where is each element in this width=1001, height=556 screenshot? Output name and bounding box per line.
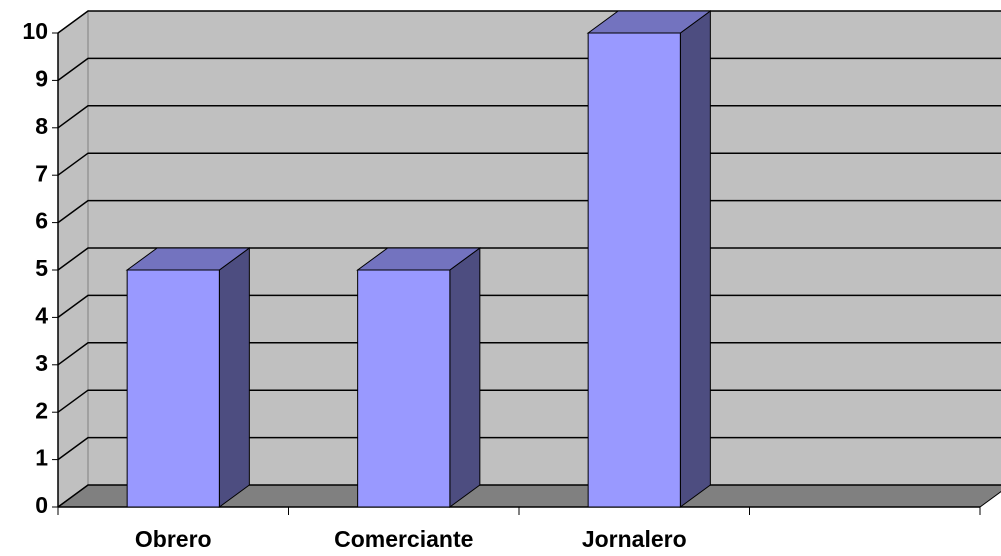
y-tick-label: 10 (22, 18, 48, 44)
y-tick-label: 2 (35, 397, 48, 423)
bar (357, 269, 451, 508)
y-tick-label: 0 (35, 492, 48, 518)
y-tick-label: 3 (35, 350, 48, 376)
bar (587, 32, 681, 508)
y-tick-label: 5 (35, 255, 48, 281)
x-tick-label: Jornalero (582, 526, 687, 552)
bar-side (449, 247, 481, 508)
y-tick-label: 9 (35, 65, 48, 91)
bar (126, 269, 220, 508)
x-tick-label: Comerciante (334, 526, 473, 552)
y-tick-label: 7 (35, 160, 48, 186)
bar-side (218, 247, 250, 508)
y-tick-label: 4 (35, 302, 48, 328)
bar-side (679, 10, 711, 508)
y-tick-label: 1 (35, 445, 48, 471)
y-tick-label: 8 (35, 113, 48, 139)
y-tick-label: 6 (35, 208, 48, 234)
x-tick-label: Obrero (135, 526, 212, 552)
